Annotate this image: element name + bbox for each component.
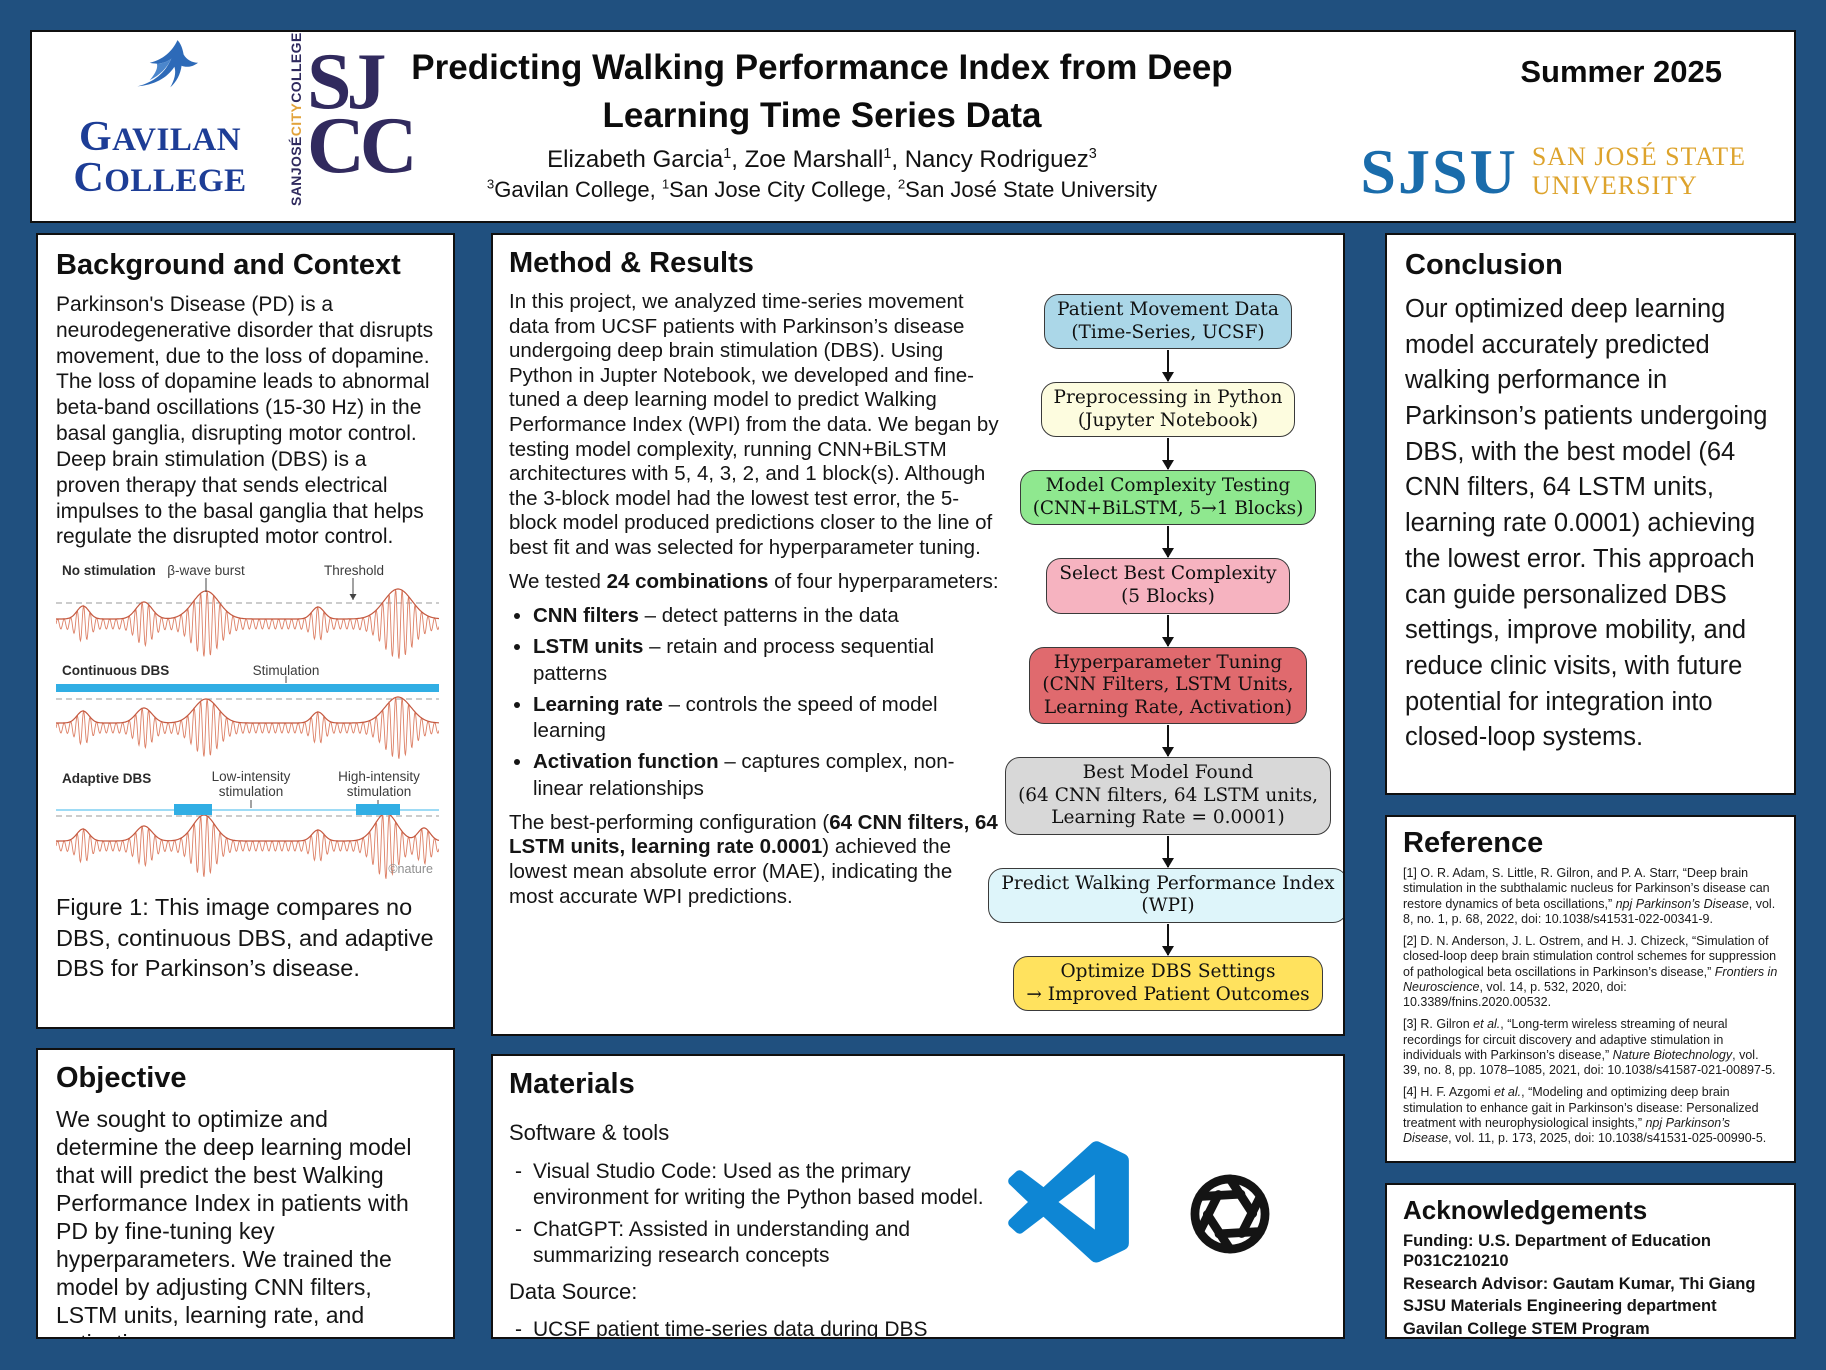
software-item-vscode: Visual Studio Code: Used as the primary … (509, 1159, 1007, 1212)
data-source-item: UCSF patient time-series data during DBS… (509, 1317, 1007, 1337)
figure-caption: Figure 1: This image compares no DBS, co… (56, 894, 434, 982)
section-title-objective: Objective (56, 1062, 187, 1094)
dbs-figure: No stimulation β-wave burst Threshold Co… (56, 562, 439, 882)
objective-panel: Objective We sought to optimize and dete… (36, 1048, 455, 1339)
background-body: Parkinson's Disease (PD) is a neurodegen… (56, 293, 434, 549)
figure-panel-adaptive-dbs: Adaptive DBS Low-intensity stimulation H… (56, 769, 439, 882)
affiliations: 3Gavilan College, 1San Jose City College… (486, 176, 1158, 203)
no-stimulation-label: No stimulation (62, 563, 156, 579)
flowchart-node-select-best-complexity: Select Best Complexity (5 Blocks) (1046, 558, 1290, 614)
gavilan-college-logo: GAVILAN COLLEGE (54, 36, 266, 199)
background-panel: Background and Context Parkinson's Disea… (36, 233, 455, 1029)
method-paragraph-2: We tested 24 combinations of four hyperp… (509, 569, 999, 593)
section-title-reference: Reference (1403, 827, 1544, 859)
acknowledgement-line-gavilan: Gavilan College STEM Program (1403, 1320, 1650, 1339)
acknowledgements-panel: Acknowledgements Funding: U.S. Departmen… (1385, 1183, 1796, 1339)
conclusion-body: Our optimized deep learning model accura… (1405, 295, 1768, 752)
flowchart-arrow (1162, 725, 1174, 758)
beta-wave-burst-label: β-wave burst (167, 563, 245, 579)
list-item-lstm-units: LSTM units – retain and process sequenti… (533, 634, 999, 686)
flowchart-arrow (1162, 924, 1174, 956)
stimulation-label: Stimulation (252, 663, 320, 679)
software-item-chatgpt: ChatGPT: Assisted in understanding and s… (509, 1217, 1007, 1270)
figure-panel-no-stimulation: No stimulation β-wave burst Threshold (56, 562, 439, 662)
gavilan-line1: GAVILAN (78, 114, 242, 160)
list-item-activation-function: Activation function – captures complex, … (533, 749, 999, 801)
flowchart-arrow (1162, 438, 1174, 471)
figure-panel-continuous-dbs: Continuous DBS Stimulation (56, 662, 439, 762)
high-intensity-label: High-intensity stimulation (338, 769, 420, 800)
waveform-continuous-dbs (56, 676, 439, 760)
conclusion-panel: Conclusion Our optimized deep learning m… (1385, 233, 1796, 795)
flowchart-node-best-model-found: Best Model Found (64 CNN filters, 64 LST… (1005, 757, 1331, 835)
reference-item-4: [4] H. F. Azgomi et al., “Modeling and o… (1403, 1085, 1767, 1145)
list-item-cnn-filters: CNN filters – detect patterns in the dat… (533, 603, 999, 629)
flowchart-arrow (1162, 614, 1174, 647)
hyperparameter-list: CNN filters – detect patterns in the dat… (533, 603, 999, 802)
method-paragraph-1: In this project, we analyzed time-series… (509, 290, 999, 559)
materials-panel: Materials Software & tools Visual Studio… (491, 1054, 1345, 1339)
section-title-method: Method & Results (509, 247, 754, 279)
materials-text: Software & tools Visual Studio Code: Use… (509, 1111, 1007, 1337)
objective-body: We sought to optimize and determine the … (56, 1106, 412, 1337)
waveform-no-stimulation (56, 578, 439, 660)
nature-credit: ©nature (388, 862, 433, 877)
gavilan-line2: COLLEGE (73, 155, 247, 202)
reference-panel: Reference [1] O. R. Adam, S. Little, R. … (1385, 815, 1796, 1163)
low-intensity-label: Low-intensity stimulation (211, 769, 291, 800)
openai-logo-icon (1190, 1174, 1270, 1254)
method-text: In this project, we analyzed time-series… (509, 290, 999, 1011)
section-title-background: Background and Context (56, 249, 401, 281)
acknowledgement-line-advisor: Research Advisor: Gautam Kumar, Thi Gian… (1403, 1274, 1756, 1293)
section-title-acknowledgements: Acknowledgements (1403, 1195, 1648, 1225)
sjcc-monogram: SJ CC (307, 38, 418, 190)
threshold-label: Threshold (323, 563, 385, 579)
method-paragraph-3: The best-performing configuration (64 CN… (509, 810, 998, 908)
sjcc-vertical-wordmark: SANJOSÉCITYCOLLEGE (288, 32, 304, 206)
sjsu-acronym: SJSU (1360, 136, 1518, 207)
flowchart-arrow (1162, 526, 1174, 559)
waveform-adaptive-dbs (56, 800, 439, 880)
header-panel: GAVILAN COLLEGE SANJOSÉCITYCOLLEGE SJ CC… (30, 30, 1796, 223)
reference-item-1: [1] O. R. Adam, S. Little, R. Gilron, an… (1403, 866, 1776, 926)
sjsu-wordmark: SAN JOSÉ STATE UNIVERSITY (1531, 142, 1746, 200)
adaptive-dbs-label: Adaptive DBS (62, 771, 152, 787)
vscode-logo-icon (1008, 1141, 1129, 1263)
flowchart-node-optimize-dbs-settings: Optimize DBS Settings → Improved Patient… (1013, 956, 1323, 1012)
gavilan-bird-icon (137, 40, 198, 88)
continuous-dbs-label: Continuous DBS (62, 663, 170, 679)
gavilan-college-wordmark: GAVILAN COLLEGE (54, 117, 266, 199)
acknowledgement-line-funding: Funding: U.S. Department of Education P0… (1403, 1232, 1711, 1270)
data-source-heading: Data Source: (509, 1278, 638, 1304)
poster-title: Predicting Walking Performance Index fro… (411, 48, 1233, 135)
section-title-conclusion: Conclusion (1405, 249, 1563, 281)
flowchart-node-hyperparameter-tuning: Hyperparameter Tuning (CNN Filters, LSTM… (1029, 646, 1307, 725)
flowchart-node-model-complexity-testing: Model Complexity Testing (CNN+BiLSTM, 5→… (1019, 470, 1317, 526)
flowchart-arrow (1162, 835, 1174, 868)
title-block: Predicting Walking Performance Index fro… (377, 44, 1267, 203)
sjcc-logo: SANJOSÉCITYCOLLEGE SJ CC (288, 32, 418, 206)
materials-logos (1007, 1111, 1327, 1337)
flowchart-node-predict-wpi: Predict Walking Performance Index (WPI) (988, 867, 1343, 923)
reference-item-2: [2] D. N. Anderson, J. L. Ostrem, and H.… (1403, 934, 1778, 1009)
term-label: Summer 2025 (1520, 54, 1722, 89)
authors: Elizabeth Garcia1, Zoe Marshall1, Nancy … (547, 146, 1097, 174)
section-title-materials: Materials (509, 1068, 635, 1100)
acknowledgement-line-sjsu: SJSU Materials Engineering department (1403, 1297, 1717, 1316)
list-item-learning-rate: Learning rate – controls the speed of mo… (533, 692, 999, 744)
method-flowchart: Patient Movement Data (Time-Series, UCSF… (988, 290, 1343, 1012)
sjsu-logo: SJSU SAN JOSÉ STATE UNIVERSITY (1360, 135, 1746, 209)
reference-item-3: [3] R. Gilron et al., “Long-term wireles… (1403, 1017, 1776, 1077)
flowchart-arrow (1162, 350, 1174, 383)
flowchart-node-patient-movement-data: Patient Movement Data (Time-Series, UCSF… (1044, 294, 1292, 350)
flowchart-node-preprocessing: Preprocessing in Python (Jupyter Noteboo… (1040, 382, 1296, 438)
software-tools-heading: Software & tools (509, 1120, 670, 1145)
method-results-panel: Method & Results In this project, we ana… (491, 233, 1345, 1036)
